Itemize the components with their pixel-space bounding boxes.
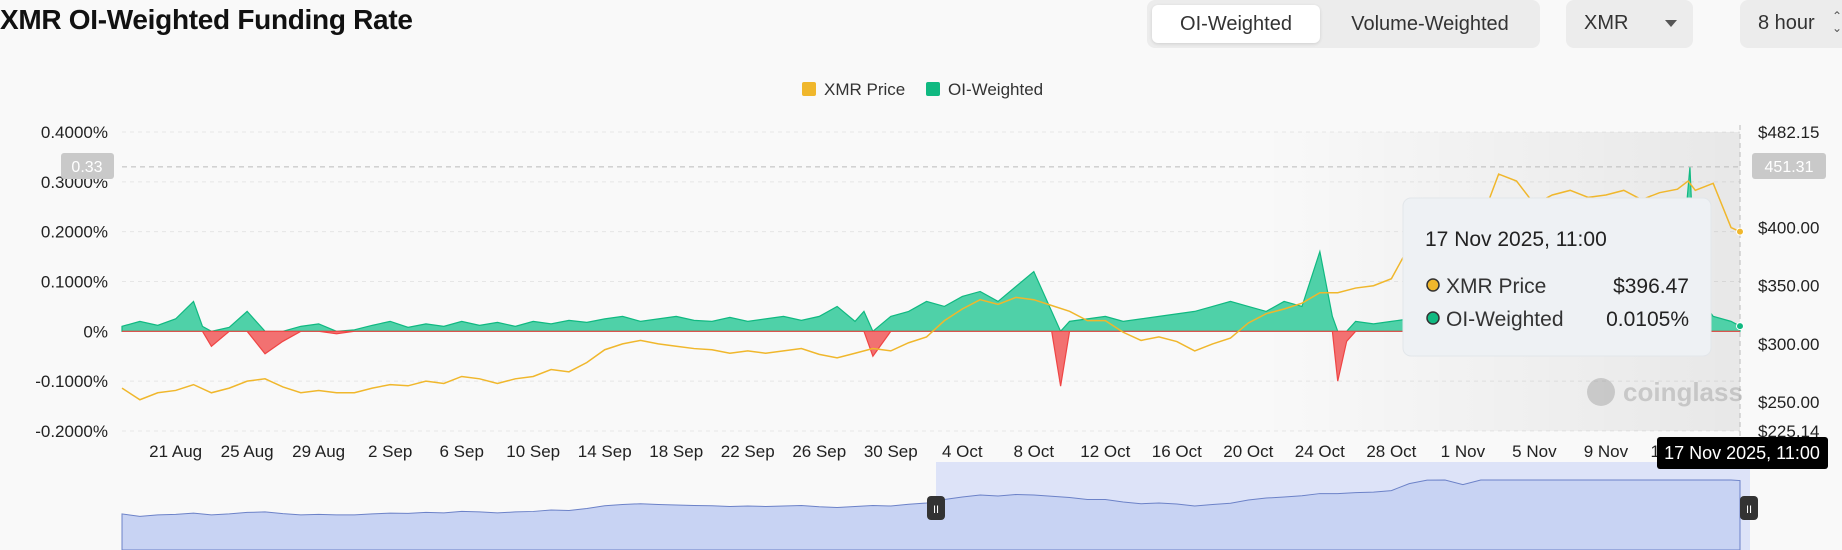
crosshair-right-badge — [1752, 153, 1826, 179]
coinglass-watermark: coinglass — [1587, 377, 1743, 407]
y-right-tick-label: $250.00 — [1758, 393, 1819, 412]
x-tick-label: 9 Nov — [1584, 442, 1629, 461]
crosshair-date-badge — [1657, 437, 1828, 469]
tab-volume-weighted[interactable]: Volume-Weighted — [1351, 13, 1509, 35]
y-left-tick-label: -0.1000% — [35, 372, 108, 391]
y-left-tick-label: -0.2000% — [35, 422, 108, 441]
chevron-down-icon — [1665, 20, 1677, 27]
x-tick-label: 29 Aug — [292, 442, 345, 461]
legend-label-price: XMR Price — [824, 80, 905, 99]
y-right-tick-label: $400.00 — [1758, 219, 1819, 238]
handle-right-grip-icon: II — [1746, 504, 1752, 516]
x-tick-label: 30 Sep — [864, 442, 918, 461]
x-tick-label: 24 Oct — [1295, 442, 1345, 461]
x-tick-label: 26 Sep — [792, 442, 846, 461]
tooltip-oi-value: 0.0105% — [1606, 308, 1689, 331]
x-tick-label: 14 Sep — [578, 442, 632, 461]
tooltip-price-label: XMR Price — [1446, 275, 1546, 298]
x-tick-label: 16 Oct — [1152, 442, 1202, 461]
watermark-text: coinglass — [1623, 377, 1743, 407]
sort-updown-icon: ⌃ ⌄ — [1831, 9, 1842, 35]
tooltip-box — [1402, 197, 1712, 357]
legend-item-price[interactable]: XMR Price — [802, 80, 905, 99]
x-tick-label: 22 Sep — [721, 442, 775, 461]
oi-hover-dot — [1736, 322, 1744, 331]
navigator-handle-left[interactable]: II — [927, 496, 945, 520]
tooltip-price-swatch — [1426, 278, 1440, 292]
tab-oi-weighted[interactable]: OI-Weighted — [1152, 5, 1320, 43]
price-line — [121, 173, 1741, 401]
x-tick-label: 21 Aug — [149, 442, 202, 461]
x-tick-label: 20 Oct — [1223, 442, 1273, 461]
handle-left-grip-icon: II — [933, 504, 939, 516]
x-tick-label: 8 Oct — [1013, 442, 1054, 461]
y-right-tick-label: $350.00 — [1758, 277, 1819, 296]
chart-legend: XMR Price OI-Weighted — [802, 80, 1043, 99]
tooltip-date: 17 Nov 2025, 11:00 — [1425, 228, 1607, 251]
crosshair-date-label: 17 Nov 2025, 11:00 — [1664, 443, 1820, 463]
x-tick-label: 12 Oct — [1080, 442, 1130, 461]
tooltip-price-value: $396.47 — [1613, 275, 1689, 298]
crosshair-left-value: 0.33 — [71, 159, 102, 176]
page-title: XMR OI-Weighted Funding Rate — [0, 4, 413, 35]
y-left-tick-label: 0% — [83, 322, 108, 341]
y-right-tick-label: $225.14 — [1758, 422, 1819, 441]
range-navigator[interactable]: II II — [121, 462, 1758, 550]
y-axis-right: $482.15 $400.00 $350.00 $300.00 $250.00 $225.… — [1758, 123, 1819, 441]
symbol-select[interactable]: XMR — [1566, 0, 1693, 48]
y-left-tick-label: 0.1000% — [41, 273, 108, 292]
legend-swatch-oi — [926, 82, 940, 96]
handle-right-body — [1740, 496, 1758, 520]
legend-item-oi[interactable]: OI-Weighted — [926, 80, 1043, 99]
handle-left-body — [927, 496, 945, 520]
coinglass-logo-icon — [1587, 378, 1615, 406]
legend-label-oi: OI-Weighted — [948, 80, 1043, 99]
interval-select-value: 8 hour — [1758, 12, 1815, 34]
crosshair-left-badge — [61, 153, 114, 179]
x-tick-label: 5 Nov — [1512, 442, 1557, 461]
navigator-handle-right[interactable]: II — [1740, 496, 1758, 520]
chart-tooltip: 17 Nov 2025, 11:00 XMR Price $396.47 OI-… — [1402, 197, 1712, 357]
crosshair-right-value: 451.31 — [1765, 159, 1814, 176]
x-tick-label: 2 Sep — [368, 442, 412, 461]
y-right-tick-label: $300.00 — [1758, 335, 1819, 354]
x-tick-label: 10 Sep — [506, 442, 560, 461]
y-right-tick-label: $482.15 — [1758, 123, 1819, 142]
x-axis: 21 Aug 25 Aug 29 Aug 2 Sep 6 Sep 10 Sep 14 Sep… — [149, 442, 1705, 461]
symbol-select-value: XMR — [1584, 12, 1629, 34]
x-tick-label: 1 Nov — [1441, 442, 1486, 461]
y-axis-left: 0.4000%0.3000%0.2000%0.1000%0%-0.1000%-0… — [35, 123, 108, 441]
y-left-tick-label: 0.2000% — [41, 223, 108, 242]
legend-swatch-price — [802, 82, 816, 96]
price-hover-dot — [1736, 227, 1744, 236]
x-tick-label: 18 Sep — [649, 442, 703, 461]
weighting-toggle: OI-Weighted Volume-Weighted — [1147, 0, 1540, 48]
tooltip-oi-label: OI-Weighted — [1446, 308, 1564, 331]
x-tick-label: 6 Sep — [439, 442, 483, 461]
tooltip-oi-swatch — [1426, 311, 1440, 325]
interval-select[interactable]: 8 hour ⌃ ⌄ — [1740, 0, 1842, 48]
x-tick-label: 25 Aug — [221, 442, 274, 461]
x-tick-label: 4 Oct — [942, 442, 983, 461]
y-left-tick-label: 0.4000% — [41, 123, 108, 142]
x-tick-label: 28 Oct — [1366, 442, 1416, 461]
